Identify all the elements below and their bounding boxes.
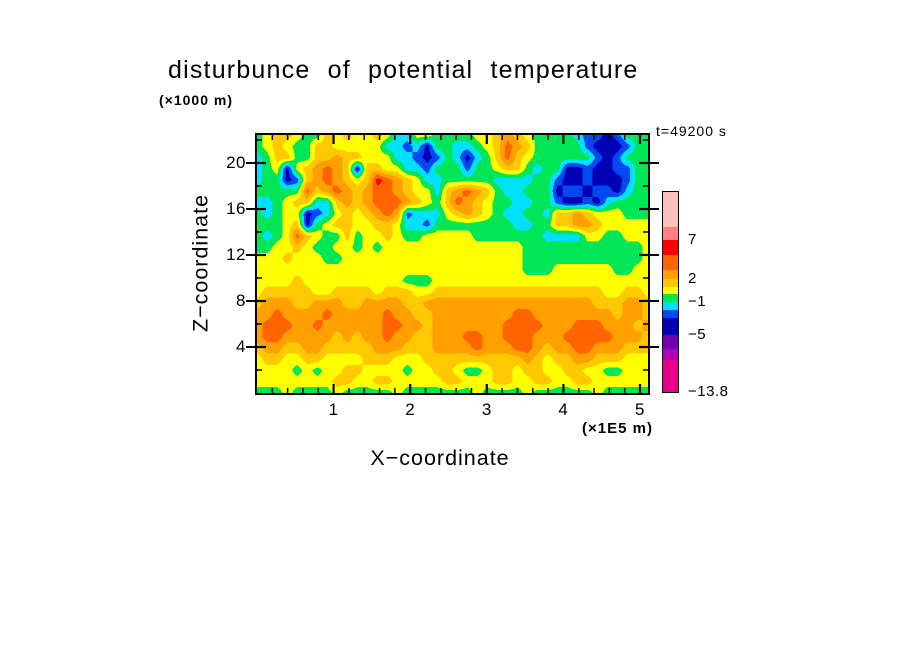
x-tick-label: 3 bbox=[481, 400, 492, 419]
colorbar-segment-pink bbox=[663, 192, 678, 227]
z-tick-label: 12 bbox=[226, 245, 246, 264]
colorbar-segment-blue bbox=[663, 310, 678, 318]
colorbar-segment-purple bbox=[663, 335, 678, 349]
colorbar-segment-amber bbox=[663, 270, 678, 279]
axis-external-tick bbox=[246, 254, 255, 256]
axis-external-tick bbox=[650, 162, 659, 164]
axis-external-tick bbox=[246, 162, 255, 164]
colorbar-segment-salmon bbox=[663, 227, 678, 240]
z-tick-label: 20 bbox=[226, 153, 246, 172]
x-tick-label: 2 bbox=[405, 400, 416, 419]
z-tick-label: 8 bbox=[236, 291, 246, 310]
plot-area bbox=[255, 133, 650, 395]
x-tick-label: 4 bbox=[558, 400, 569, 419]
z-tick-label: 16 bbox=[226, 199, 246, 218]
colorbar-segment-yellow bbox=[663, 287, 678, 294]
axis-external-tick bbox=[650, 254, 659, 256]
axis-external-tick bbox=[246, 346, 255, 348]
colorbar-tick-label: −1 bbox=[688, 293, 707, 310]
axis-external-tick bbox=[650, 300, 659, 302]
y-unit-label: (×1000 m) bbox=[159, 92, 233, 108]
colorbar-segment-magenta bbox=[663, 360, 678, 392]
colorbar-segment-red bbox=[663, 240, 678, 255]
axis-external-tick bbox=[246, 208, 255, 210]
x-tick-label: 1 bbox=[328, 400, 339, 419]
colorbar-segment-orange bbox=[663, 255, 678, 270]
axis-external-tick bbox=[650, 346, 659, 348]
colorbar-tick-label: −13.8 bbox=[688, 383, 729, 400]
contour-canvas bbox=[257, 135, 648, 393]
colorbar-tick-label: 7 bbox=[688, 231, 697, 248]
colorbar-tick-label: 2 bbox=[688, 270, 697, 287]
colorbar-segments bbox=[662, 191, 679, 393]
colorbar-segment-navy bbox=[663, 318, 678, 335]
x-axis-title: X−coordinate bbox=[370, 446, 510, 470]
colorbar-tick-label: −5 bbox=[688, 326, 707, 343]
colorbar-segment-cyan bbox=[663, 302, 678, 310]
z-tick-label: 4 bbox=[236, 337, 246, 356]
time-label: t=49200 s bbox=[656, 123, 727, 139]
colorbar-segment-violet bbox=[663, 349, 678, 360]
colorbar-segment-green bbox=[663, 294, 678, 302]
x-tick-label: 5 bbox=[635, 400, 645, 419]
x-unit-label: (×1E5 m) bbox=[582, 420, 653, 437]
axis-external-tick bbox=[246, 300, 255, 302]
colorbar-segment-gold bbox=[663, 279, 678, 287]
axis-external-tick bbox=[650, 208, 659, 210]
chart-title: disturbunce of potential temperature bbox=[168, 56, 639, 84]
